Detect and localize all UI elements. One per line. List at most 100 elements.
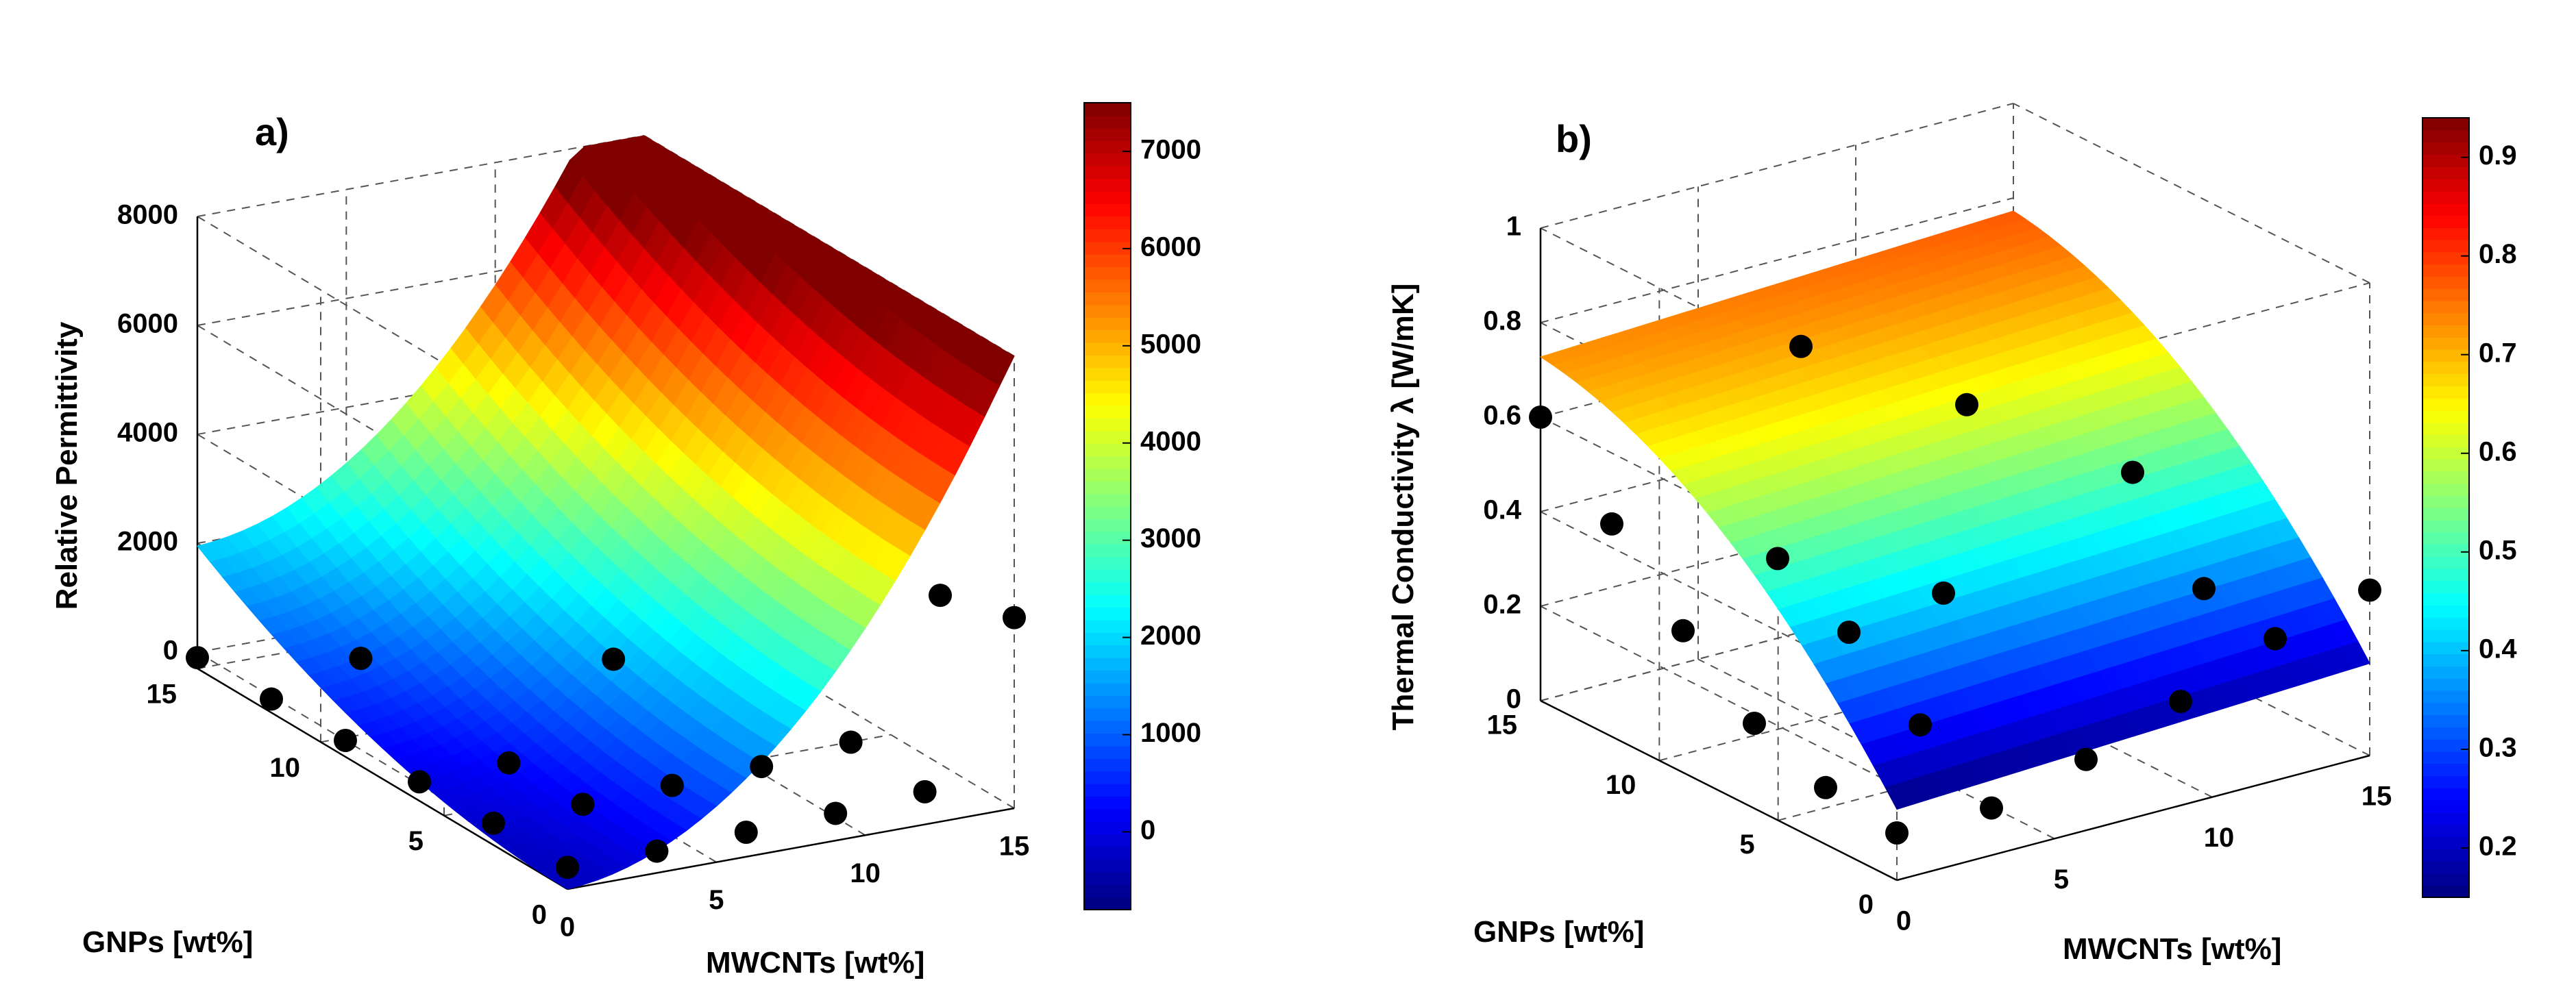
colorbar-tick-label: 5000 — [1140, 329, 1201, 359]
data-point — [556, 856, 579, 880]
colorbar-segment — [1084, 127, 1131, 142]
colorbar-segment — [1084, 897, 1131, 910]
colorbar-segment — [2422, 337, 2469, 350]
data-point — [1766, 547, 1789, 571]
z-tick-label: 0.2 — [1483, 590, 1521, 620]
data-point — [1980, 796, 2003, 820]
colorbar-segment — [2422, 812, 2469, 825]
data-point — [602, 647, 626, 671]
colorbar-segment — [1084, 859, 1131, 873]
colorbar-segment — [1084, 430, 1131, 444]
colorbar-segment — [2422, 714, 2469, 727]
data-point — [334, 728, 357, 752]
colorbar-segment — [2422, 190, 2469, 204]
y-tick-label: 10 — [270, 753, 301, 783]
gridline — [197, 135, 645, 217]
z-tick-label: 1 — [1506, 212, 1521, 242]
data-point — [571, 793, 595, 816]
colorbar-segment — [2422, 641, 2469, 655]
data-point — [1600, 512, 1623, 536]
colorbar-segment — [1084, 178, 1131, 192]
colorbar-segment — [1084, 645, 1131, 658]
colorbar-segment — [2422, 629, 2469, 643]
colorbar-segment — [1084, 733, 1131, 747]
data-point — [734, 821, 758, 845]
colorbar-segment — [1084, 582, 1131, 595]
data-point — [660, 773, 684, 797]
chart-b-panel-label: b) — [1556, 117, 1592, 160]
colorbar-segment — [1084, 519, 1131, 532]
data-point — [2192, 577, 2216, 601]
colorbar-segment — [1084, 670, 1131, 684]
colorbar-segment — [1084, 682, 1131, 696]
colorbar-segment — [2422, 690, 2469, 703]
colorbar-segment — [1084, 657, 1131, 671]
colorbar-segment — [1084, 808, 1131, 822]
z-tick-label: 6000 — [117, 309, 178, 339]
colorbar-segment — [2422, 775, 2469, 788]
data-point — [2074, 747, 2098, 771]
colorbar-segment — [1084, 619, 1131, 633]
colorbar-segment — [1084, 266, 1131, 280]
colorbar-segment — [1084, 871, 1131, 885]
data-point — [2169, 690, 2192, 713]
colorbar-segment — [1084, 418, 1131, 432]
y-tick-label: 15 — [1487, 710, 1518, 740]
colorbar-tick-label: 0.5 — [2479, 535, 2517, 565]
x-axis-line — [1896, 754, 2370, 882]
data-point — [1932, 581, 1955, 605]
colorbar-segment — [2422, 666, 2469, 679]
colorbar-segment — [1084, 544, 1131, 558]
colorbar-segment — [2422, 458, 2469, 472]
colorbar-segment — [2422, 519, 2469, 533]
colorbar-segment — [2422, 397, 2469, 411]
colorbar-segment — [2422, 288, 2469, 301]
colorbar-segment — [1084, 796, 1131, 810]
y-tick-label: 15 — [147, 679, 177, 710]
gridline — [1540, 197, 2014, 323]
colorbar-segment — [2422, 142, 2469, 155]
colorbar-segment — [1084, 190, 1131, 205]
colorbar-segment — [2422, 702, 2469, 716]
surface-patch — [197, 541, 225, 562]
colorbar-segment — [2422, 677, 2469, 691]
colorbar-segment — [2422, 386, 2469, 399]
data-point — [260, 687, 283, 711]
gridline — [1540, 103, 2014, 229]
colorbar-segment — [1084, 821, 1131, 835]
colorbar-segment — [2422, 532, 2469, 545]
colorbar-tick-label: 1000 — [1140, 718, 1201, 748]
colorbar-segment — [1084, 241, 1131, 255]
colorbar-segment — [1084, 304, 1131, 318]
colorbar-segment — [1084, 279, 1131, 292]
colorbar-segment — [1084, 342, 1131, 355]
colorbar-segment — [2422, 495, 2469, 508]
colorbar-segment — [2422, 434, 2469, 447]
data-point — [2264, 627, 2287, 651]
gridline — [197, 651, 568, 874]
colorbar-segment — [2422, 568, 2469, 582]
colorbar-segment — [2422, 592, 2469, 606]
chart-a-panel-label: a) — [255, 110, 289, 153]
colorbar-segment — [2422, 276, 2469, 289]
colorbar-tick-label: 0.4 — [2479, 634, 2517, 664]
colorbar-segment — [2422, 349, 2469, 362]
chart-a-surface — [197, 135, 1015, 890]
colorbar-segment — [2422, 203, 2469, 216]
colorbar-segment — [1084, 379, 1131, 394]
data-point — [497, 751, 521, 775]
z-tick-label: 2000 — [117, 527, 178, 557]
data-point — [1743, 712, 1766, 735]
colorbar-segment — [2422, 860, 2469, 874]
gridline — [1540, 606, 1898, 786]
surface-patch — [1539, 351, 1569, 366]
colorbar-segment — [1084, 783, 1131, 797]
y-tick-label: 10 — [1606, 770, 1636, 800]
data-point — [913, 779, 937, 803]
chart-a-x-axis-label: MWCNTs [wt%] — [706, 946, 924, 980]
z-tick-label: 0.8 — [1483, 306, 1521, 336]
colorbar-segment — [2422, 312, 2469, 326]
data-point — [1789, 334, 1813, 358]
chart-b-surface — [1539, 210, 2370, 810]
box-edge — [2013, 103, 2370, 284]
